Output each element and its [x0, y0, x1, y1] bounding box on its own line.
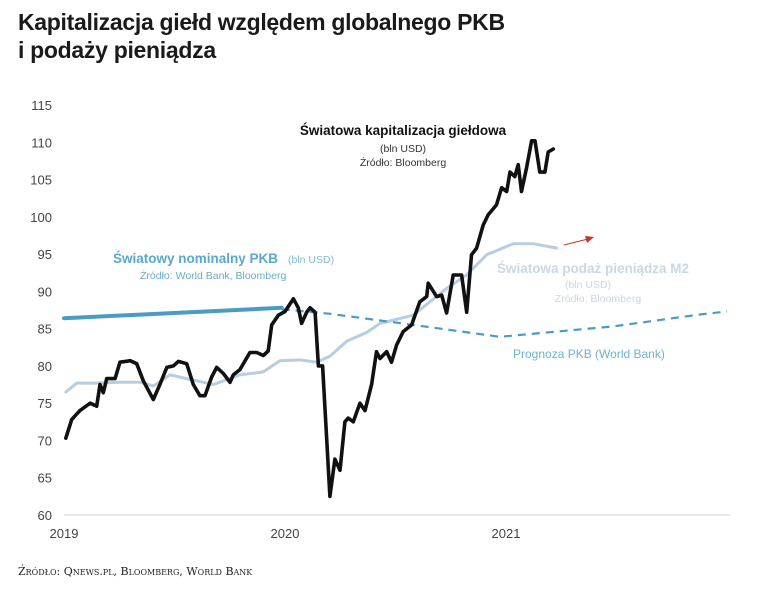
- gdp-annotation: Światowy nominalny PKB (bln USD) Źródło:…: [113, 251, 334, 282]
- y-tick-label: 65: [38, 471, 52, 486]
- y-tick-label: 90: [38, 284, 52, 299]
- y-tick-label: 95: [38, 247, 52, 262]
- x-axis: 2019 2020 2021: [50, 526, 521, 541]
- red-arrow-icon: [563, 236, 594, 246]
- chart-title: Kapitalizacja giełd względem globalnego …: [18, 8, 505, 64]
- x-tick-label: 2021: [492, 526, 521, 541]
- m2-annotation-source: Źródło: Bloomberg: [555, 292, 642, 305]
- m2-annotation-title: Światowa podaż pieniądza M2: [497, 261, 689, 276]
- y-tick-label: 80: [38, 359, 52, 374]
- y-axis: 60 65 70 75 80 85 90 95 100 105 110 115: [30, 98, 52, 523]
- m2-annotation-unit: (bln USD): [565, 279, 611, 291]
- market-annotation-title: Światowa kapitalizacja giełdowa: [300, 123, 507, 138]
- y-tick-label: 105: [30, 173, 52, 188]
- m2-annotation: Światowa podaż pieniądza M2 (bln USD) Źr…: [497, 261, 689, 305]
- series-lines: [62, 139, 728, 499]
- gdp-forecast-line: [281, 308, 728, 338]
- m2-money-supply-line: [64, 242, 559, 394]
- gdp-annotation-source: Źródło: World Bank, Bloomberg: [140, 269, 286, 282]
- y-tick-label: 60: [38, 508, 52, 523]
- y-tick-label: 115: [31, 98, 52, 113]
- gdp-line: [62, 305, 284, 321]
- y-tick-label: 75: [38, 396, 52, 411]
- market-annotation-unit: (bln USD): [380, 143, 426, 155]
- market-cap-line: [64, 139, 556, 499]
- x-tick-label: 2019: [50, 526, 79, 541]
- gdp-annotation-unit: (bln USD): [288, 254, 334, 266]
- y-tick-label: 100: [30, 210, 52, 225]
- source-footer: Źródło: Qnews.pl, Bloomberg, World Bank: [18, 565, 253, 578]
- market-annotation: Światowa kapitalizacja giełdowa (bln USD…: [300, 123, 507, 169]
- forecast-annotation: Prognoza PKB (World Bank): [513, 347, 665, 361]
- gdp-annotation-title: Światowy nominalny PKB: [113, 251, 278, 266]
- y-tick-label: 110: [31, 135, 52, 150]
- chart-title-line-1: Kapitalizacja giełd względem globalnego …: [18, 9, 505, 35]
- y-tick-label: 70: [38, 433, 52, 448]
- y-tick-label: 85: [38, 322, 52, 337]
- market-annotation-source: Źródło: Bloomberg: [360, 156, 447, 169]
- x-tick-label: 2020: [271, 526, 300, 541]
- chart-title-line-2: i podaży pieniądza: [18, 37, 216, 63]
